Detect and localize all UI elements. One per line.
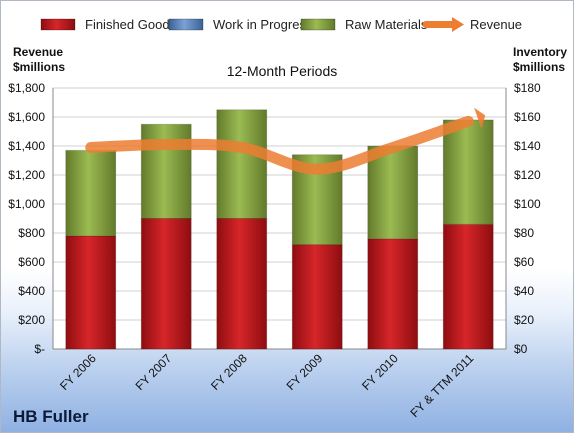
legend-label: Revenue <box>470 17 522 32</box>
right-axis-title-1: Inventory <box>513 45 567 59</box>
legend-label: Work in Progress <box>213 17 313 32</box>
revenue-point <box>467 120 469 122</box>
revenue-point <box>241 146 243 148</box>
legend: Finished Goods Work in Progress Raw Materi… <box>40 17 522 32</box>
x-tick-label: FY 2009 <box>284 351 326 393</box>
bar-finished-goods <box>216 218 268 350</box>
legend-swatch <box>300 18 336 31</box>
revenue-arrowhead <box>474 107 486 129</box>
right-tick-label: $100 <box>514 197 541 211</box>
left-tick-label: $1,200 <box>8 168 45 182</box>
chart-title: 12-Month Periods <box>227 63 338 79</box>
revenue-point <box>90 146 92 148</box>
right-tick-label: $0 <box>514 342 528 356</box>
bar-raw-materials <box>65 149 117 237</box>
bar-raw-materials <box>140 123 192 219</box>
right-tick-label: $140 <box>514 139 541 153</box>
x-tick-label: FY & TTM 2011 <box>408 351 477 420</box>
bar-finished-goods <box>442 223 494 350</box>
right-tick-label: $40 <box>514 284 534 298</box>
left-tick-label: $1,800 <box>8 81 45 95</box>
x-tick-label: FY 2010 <box>359 351 401 393</box>
bar-finished-goods <box>140 218 192 350</box>
company-name: HB Fuller <box>13 407 89 426</box>
right-tick-label: $160 <box>514 110 541 124</box>
left-axis-title-2: $millions <box>13 60 65 74</box>
right-tick-label: $80 <box>514 226 534 240</box>
revenue-point <box>316 168 318 170</box>
left-tick-label: $1,400 <box>8 139 45 153</box>
plot-area: $- $0 $200 $20 $400 $40 $600 $60 $800 $80 $1,000 $1… <box>8 81 541 420</box>
right-tick-label: $120 <box>514 168 541 182</box>
x-tick-label: FY 2007 <box>133 351 175 393</box>
legend-swatch <box>40 18 76 31</box>
bar-raw-materials <box>216 109 268 219</box>
revenue-point <box>392 146 394 148</box>
left-tick-label: $400 <box>18 284 45 298</box>
bar-raw-materials <box>442 119 494 225</box>
revenue-line <box>85 115 474 175</box>
right-axis-title-2: $millions <box>513 60 565 74</box>
right-tick-label: $20 <box>514 313 534 327</box>
legend-arrow-icon <box>452 17 464 32</box>
bar-raw-materials <box>367 145 419 240</box>
left-tick-label: $1,000 <box>8 197 45 211</box>
legend-label: Raw Materials <box>345 17 428 32</box>
right-tick-label: $60 <box>514 255 534 269</box>
left-tick-label: $600 <box>18 255 45 269</box>
right-tick-label: $180 <box>514 81 541 95</box>
left-tick-label: $800 <box>18 226 45 240</box>
left-tick-label: $1,600 <box>8 110 45 124</box>
legend-swatch <box>168 18 204 31</box>
bar-finished-goods <box>367 238 419 350</box>
left-tick-label: $- <box>34 342 45 356</box>
x-tick-label: FY 2008 <box>208 351 250 393</box>
left-tick-label: $200 <box>18 313 45 327</box>
bar-finished-goods <box>65 235 117 350</box>
left-axis-title-1: Revenue <box>13 45 63 59</box>
bar-finished-goods <box>291 244 343 350</box>
revenue-point <box>165 144 167 146</box>
x-tick-label: FY 2006 <box>57 351 99 393</box>
legend-label: Finished Goods <box>85 17 177 32</box>
